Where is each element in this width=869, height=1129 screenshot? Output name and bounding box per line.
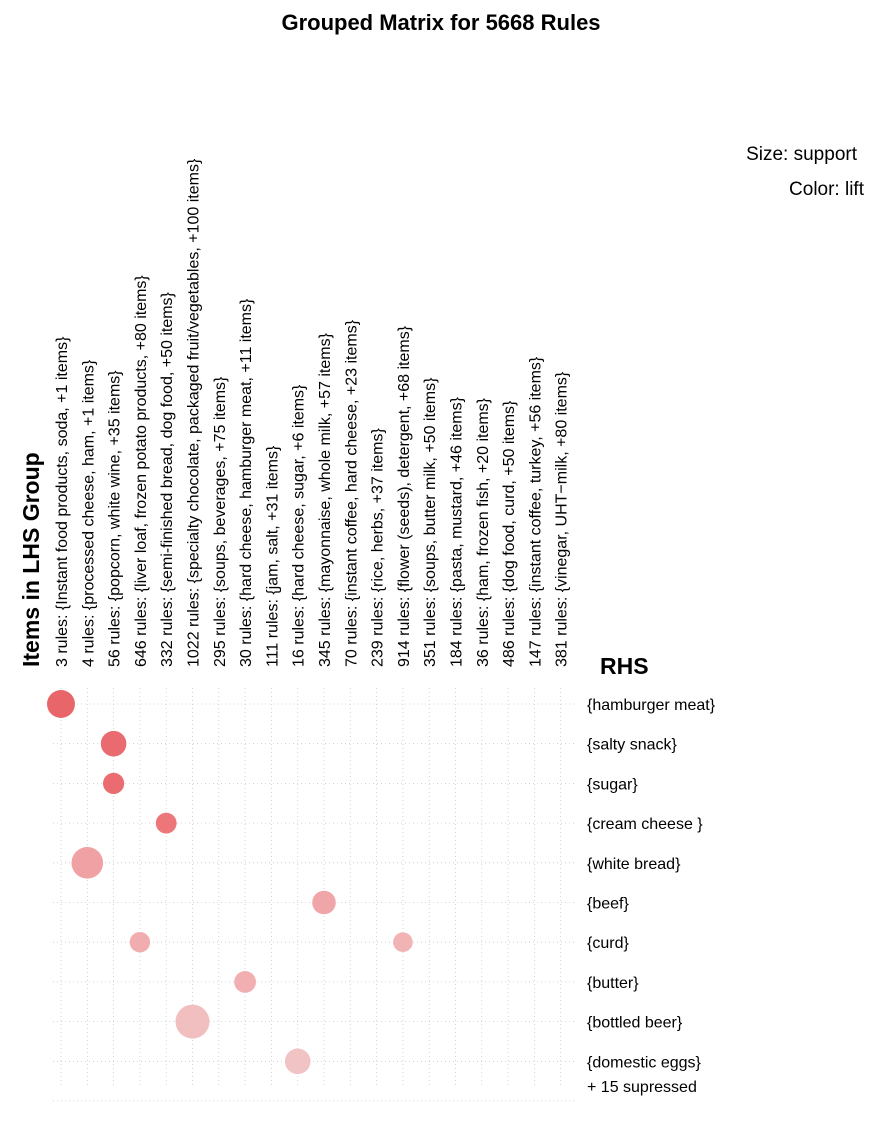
rule-point [155,812,177,834]
lhs-axis-title: Items in LHS Group [18,452,44,667]
rule-point [284,1048,311,1075]
rule-point [100,730,127,757]
rule-point [234,971,256,993]
lhs-group-label: 56 rules: {popcorn, white wine, +35 item… [107,370,124,667]
lhs-group-label: 4 rules: {processed cheese, ham, +1 item… [80,359,97,667]
lhs-group-label: 295 rules: {soups, beverages, +75 items} [212,376,229,667]
lhs-group-label: 111 rules: {jam, salt, +31 items} [264,445,281,667]
legend-size-label: Size: support [746,144,858,165]
rhs-item-labels: {hamburger meat} {salty snack} {sugar} {cre… [587,697,716,1071]
rule-point [129,932,151,953]
rule-point [175,1004,210,1039]
legend-color-label: Color: lift [789,179,865,200]
rhs-item-label: {salty snack} [587,737,677,754]
rhs-item-label: {cream cheese } [587,816,703,833]
suppressed-label: + 15 supressed [587,1079,697,1096]
rule-point [103,772,125,795]
rhs-item-label: {beef} [587,896,629,913]
chart-title: Grouped Matrix for 5668 Rules [281,10,600,35]
rule-point [393,932,413,952]
lhs-group-label: 1022 rules: {specialty chocolate, packag… [186,158,203,667]
lhs-group-label: 332 rules: {semi-finished bread, dog foo… [159,291,176,667]
lhs-group-label: 646 rules: {liver loaf, frozen potato pr… [133,275,150,667]
lhs-group-label: 914 rules: {flower (seeds), detergent, +… [396,325,413,667]
rhs-item-label: {domestic eggs} [587,1054,702,1071]
rhs-item-label: {white bread} [587,856,681,873]
rule-point [47,690,75,718]
lhs-group-label: 381 rules: {vinegar, UHT−milk, +80 items… [554,371,571,667]
rhs-item-label: {hamburger meat} [587,697,716,714]
lhs-group-label: 16 rules: {hard cheese, sugar, +6 items} [291,384,308,667]
rhs-item-label: {butter} [587,975,639,992]
lhs-group-label: 351 rules: {soups, butter milk, +50 item… [422,377,439,667]
lhs-group-label: 486 rules: {dog food, curd, +50 items} [501,400,518,667]
rule-point [312,890,336,915]
lhs-group-label: 36 rules: {ham, frozen fish, +20 items} [475,397,492,667]
rhs-item-label: {curd} [587,935,629,952]
rhs-item-label: {bottled beer} [587,1015,683,1032]
rule-point [71,847,104,879]
grid [53,688,575,1102]
rhs-item-label: {sugar} [587,776,638,793]
lhs-group-label: 184 rules: {pasta, mustard, +46 items} [449,396,466,667]
rhs-axis-title: RHS [600,653,649,679]
lhs-group-label: 70 rules: {instant coffee, hard cheese, … [343,319,360,667]
lhs-group-label: 3 rules: {Instant food products, soda, +… [54,336,71,667]
lhs-group-label: 147 rules: {instant coffee, turkey, +56 … [527,356,544,667]
rule-points [47,690,413,1075]
lhs-group-label: 30 rules: {hard cheese, hamburger meat, … [238,298,255,667]
lhs-group-label: 345 rules: {mayonnaise, whole milk, +57 … [317,332,334,667]
lhs-group-label: 239 rules: {rice, herbs, +37 items} [370,428,387,667]
lhs-group-labels: 3 rules: {Instant food products, soda, +… [54,158,571,667]
